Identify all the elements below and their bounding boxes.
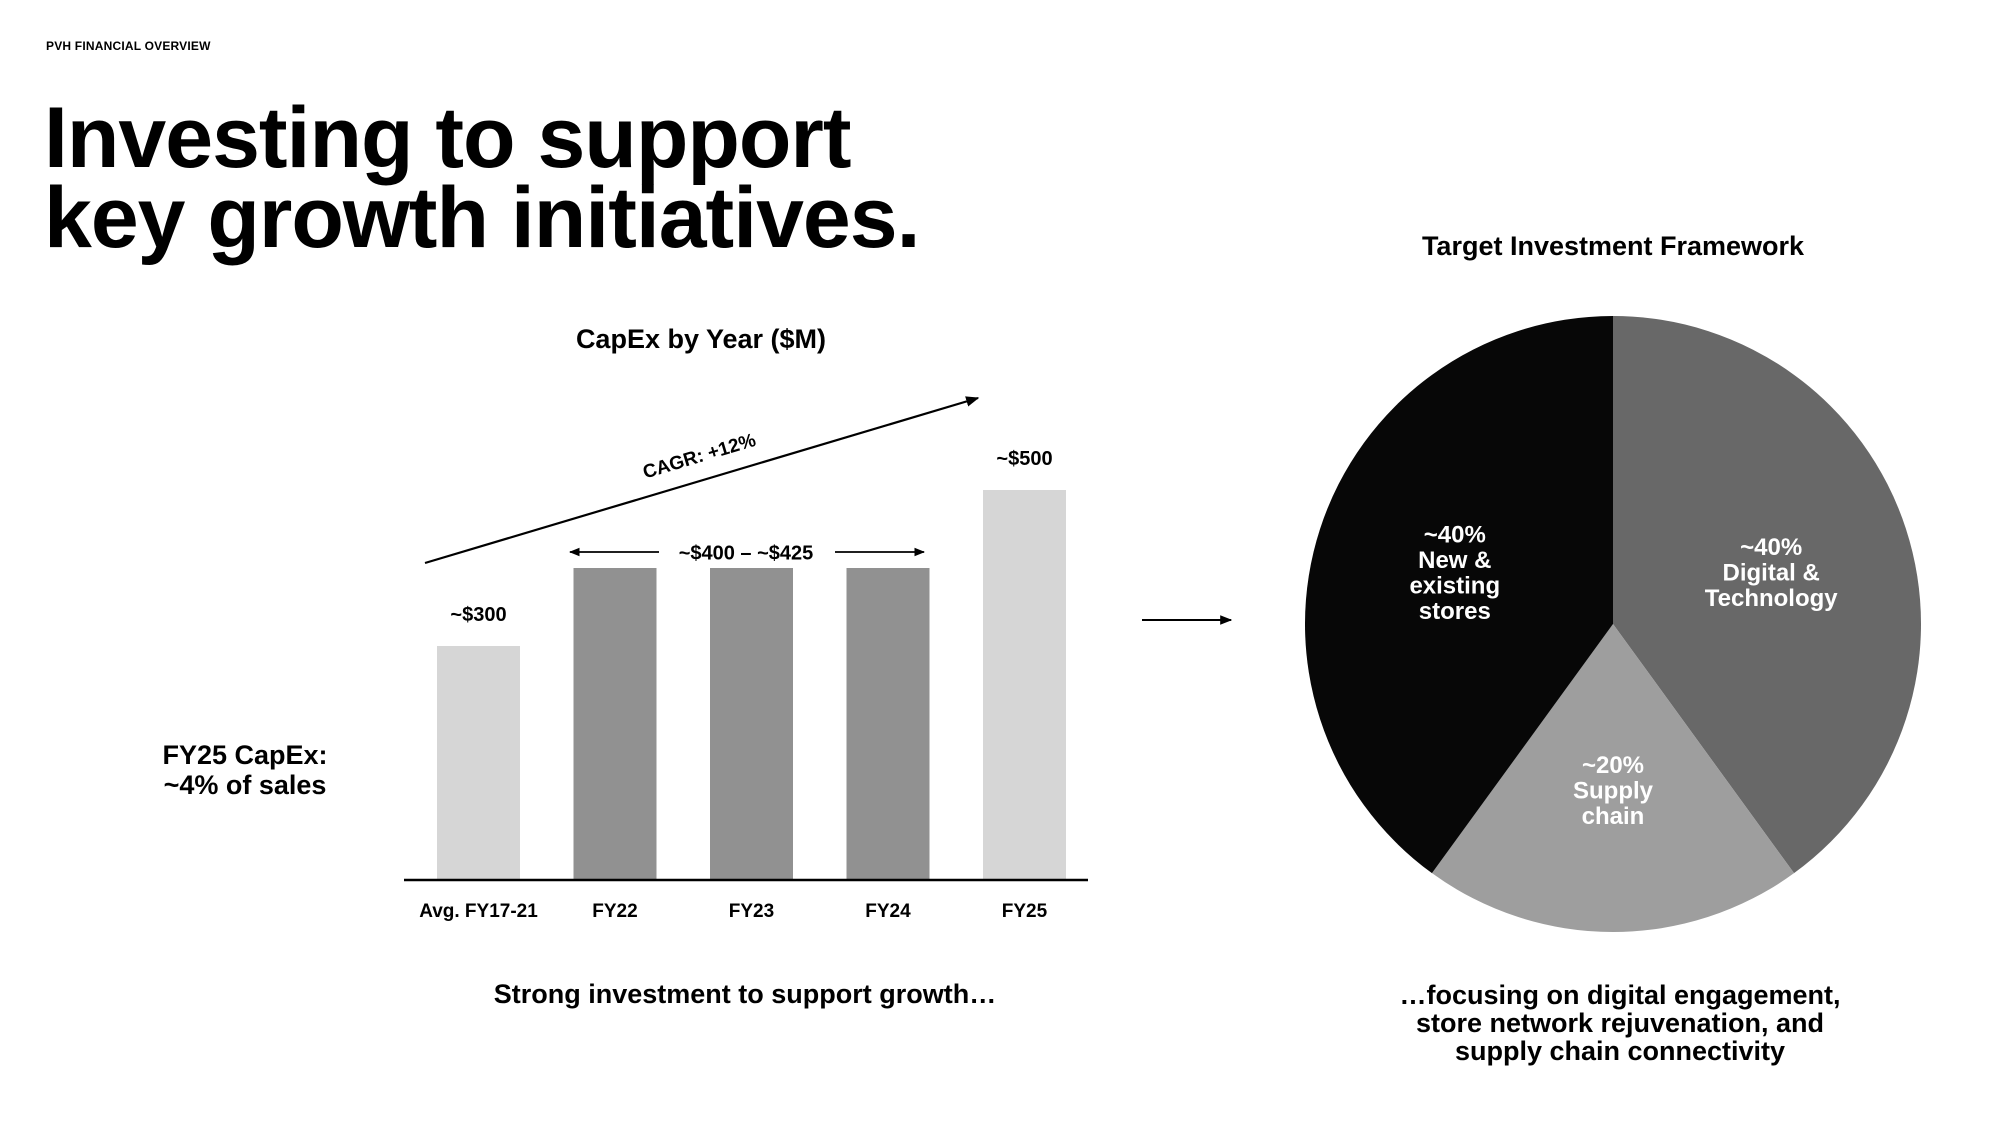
pie-slice-new-existing-stores: [1304, 315, 1613, 874]
pie-slice-supply-chain: [1431, 624, 1795, 933]
pie-chart-caption-line-2: store network rejuvenation, and: [1415, 1008, 1825, 1038]
pie-label-line: ~40%: [1740, 534, 1802, 561]
pie-label-line: New &: [1418, 547, 1491, 574]
bar-fy24: [846, 568, 930, 880]
bar-fy25: [983, 490, 1066, 880]
data-label-fy25: ~$500: [996, 448, 1052, 470]
investment-pie-chart: Target Investment Framework ~40% Digital …: [1304, 231, 1922, 933]
capex-callout: FY25 CapEx: ~4% of sales: [120, 740, 370, 800]
page-title-line-2: key growth initiatives.: [44, 170, 920, 266]
cagr-label: CAGR: +12%: [641, 430, 759, 483]
capex-callout-line-2: ~4% of sales: [163, 770, 327, 800]
pie-label-line: existing: [1409, 572, 1500, 599]
pie-label-supply-chain: ~20% Supply chain: [1573, 752, 1654, 830]
slices-layer: ~40% Digital & Technology~20% Supply chain~4…: [1304, 315, 1922, 933]
x-tick-label-fy22: FY22: [592, 901, 637, 922]
bar-fy22: [573, 568, 657, 880]
pie-label-line: ~40%: [1424, 521, 1486, 548]
page-title: Investing to support key growth initiati…: [44, 90, 920, 266]
pie-label-line: Technology: [1705, 585, 1839, 612]
capex-bar-chart: CapEx by Year ($M) Avg. FY17-21 ~$300 FY22…: [404, 324, 1088, 922]
pie-label-line: Supply: [1573, 777, 1654, 804]
capex-callout-line-1: FY25 CapEx:: [162, 740, 328, 770]
x-tick-label-fy25: FY25: [1002, 901, 1048, 922]
x-tick-label-avg-fy17-21: Avg. FY17-21: [419, 901, 538, 922]
section-eyebrow: PVH FINANCIAL OVERVIEW: [46, 39, 211, 53]
bar-chart-caption: Strong investment to support growth…: [493, 979, 997, 1009]
pie-label-line: ~20%: [1582, 752, 1644, 779]
pie-label-line: Digital &: [1723, 560, 1820, 587]
bars-layer: Avg. FY17-21 ~$300 FY22 FY23 FY24 FY25 ~$500: [419, 448, 1066, 922]
bar-avg-fy17-21: [437, 646, 520, 880]
x-tick-label-fy23: FY23: [729, 901, 774, 922]
range-label: ~$400 – ~$425: [679, 542, 814, 564]
pie-slice-digital-technology: [1613, 315, 1922, 874]
data-label-avg-fy17-21: ~$300: [450, 604, 506, 626]
cagr-trend-arrow: [424, 396, 980, 565]
bar-chart-title: CapEx by Year ($M): [576, 324, 826, 354]
pie-chart-caption-line-1: …focusing on digital engagement,: [1399, 980, 1841, 1010]
pie-label-new-existing-stores: ~40% New & existing stores: [1409, 521, 1500, 625]
pie-chart-caption: …focusing on digital engagement, store n…: [1340, 981, 1900, 1065]
pie-label-digital-technology: ~40% Digital & Technology: [1705, 534, 1839, 612]
bar-fy23: [710, 568, 793, 880]
pie-chart-title: Target Investment Framework: [1422, 231, 1805, 261]
pie-chart-caption-line-3: supply chain connectivity: [1454, 1036, 1786, 1066]
page-title-line-1: Investing to support: [44, 90, 852, 186]
pie-label-line: chain: [1582, 803, 1645, 830]
x-tick-label-fy24: FY24: [865, 901, 911, 922]
pie-label-line: stores: [1419, 598, 1491, 625]
